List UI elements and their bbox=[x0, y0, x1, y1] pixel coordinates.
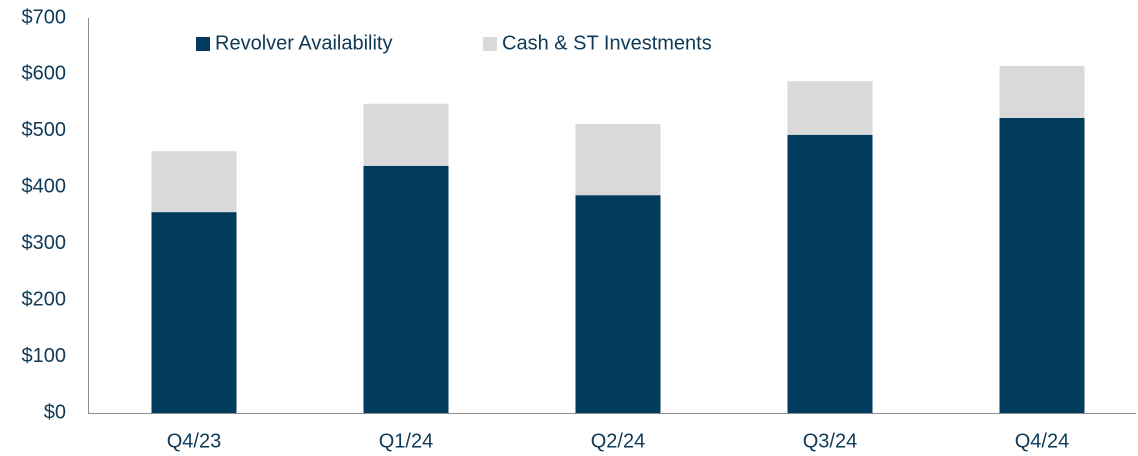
bar-segment bbox=[575, 195, 661, 413]
x-tick-label: Q4/23 bbox=[167, 430, 221, 452]
bar-segment bbox=[575, 124, 661, 196]
bar-segment bbox=[999, 65, 1085, 118]
y-tick-label: $400 bbox=[22, 176, 67, 198]
bar-segment bbox=[151, 212, 237, 413]
y-tick-label: $0 bbox=[44, 401, 66, 423]
y-tick-label: $500 bbox=[22, 119, 67, 141]
bar-segment bbox=[151, 151, 237, 213]
bar-segment bbox=[363, 103, 449, 166]
legend-swatch bbox=[196, 37, 210, 51]
x-tick-label: Q3/24 bbox=[803, 430, 857, 452]
legend-label: Revolver Availability bbox=[215, 32, 393, 54]
y-tick-label: $100 bbox=[22, 345, 67, 367]
x-tick-label: Q1/24 bbox=[379, 430, 433, 452]
y-tick-label: $700 bbox=[22, 6, 67, 28]
bar-segment bbox=[363, 165, 449, 413]
y-tick-label: $600 bbox=[22, 63, 67, 85]
x-tick-label: Q2/24 bbox=[591, 430, 645, 452]
legend-swatch bbox=[483, 37, 497, 51]
legend-label: Cash & ST Investments bbox=[502, 32, 712, 54]
bar-segment bbox=[999, 117, 1085, 413]
y-tick-label: $200 bbox=[22, 288, 67, 310]
x-tick-label: Q4/24 bbox=[1015, 430, 1069, 452]
bar-segment bbox=[787, 134, 873, 414]
bar-segment bbox=[787, 81, 873, 135]
y-tick-label: $300 bbox=[22, 232, 67, 254]
